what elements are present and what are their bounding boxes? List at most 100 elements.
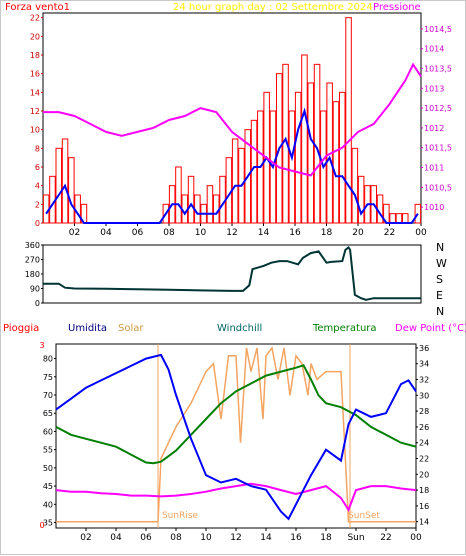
wind-pressure-chart: 024681012141618202210101010,510111011,51… <box>30 12 452 238</box>
solar-label: Solar <box>118 323 144 334</box>
wind-gust-bar <box>357 175 365 224</box>
top-x-axis-tick-label: 14 <box>258 228 270 238</box>
rain-axis-max: 3 <box>39 341 44 350</box>
dew-point-line <box>55 482 417 513</box>
temperature-axis-tick-label: 28 <box>419 407 429 416</box>
compass-label-n-top: N <box>436 241 445 254</box>
bottom-x-axis-tick-label: 06 <box>140 533 152 543</box>
pressure-axis-tick-label: 1014 <box>424 45 444 54</box>
pressure-axis-tick-label: 1010 <box>424 203 444 212</box>
wind-gust-bar <box>307 82 315 224</box>
wind-gust-bar <box>345 17 352 224</box>
wind-gust-bar <box>162 203 170 224</box>
temperature-line <box>55 364 417 465</box>
pressure-axis-tick-label: 1011,5 <box>424 144 452 153</box>
mid-plot-area <box>42 244 422 304</box>
humidity-axis-tick-label: 75 <box>43 373 53 382</box>
humidity-line <box>55 353 417 521</box>
humidity-axis-tick-label: 60 <box>43 427 53 436</box>
bottom-x-axis-tick-label: 04 <box>110 533 122 543</box>
bottom-x-axis-tick-label: 18 <box>320 533 332 543</box>
compass-label-w: W <box>436 257 447 270</box>
temperature-axis-tick-label: 24 <box>419 439 429 448</box>
humidity-temperature-chart: 3540455055606570758014161820222426283032… <box>39 341 429 543</box>
wind-gust-bar <box>61 138 69 224</box>
wind-gust-bar <box>301 54 308 224</box>
humidity-axis-tick-label: 70 <box>43 391 53 400</box>
pressure-label: Pressione <box>373 2 421 13</box>
pressure-line <box>43 62 422 177</box>
humidity-label: Umidita <box>68 323 108 334</box>
humidity-axis-tick-label: 35 <box>43 519 53 528</box>
top-x-axis-tick-label: 02 <box>69 228 80 238</box>
temperature-axis-tick-label: 18 <box>419 486 429 495</box>
bottom-x-axis-tick-label: 14 <box>260 533 272 543</box>
temperature-axis-tick-label: 36 <box>419 344 429 353</box>
wind-gust-bar <box>294 91 302 224</box>
windchill-label: Windchill <box>217 323 263 334</box>
temperature-axis-tick-label: 34 <box>419 360 429 369</box>
wind-direction-line <box>43 245 421 301</box>
top-x-axis-tick-label: 00 <box>415 228 427 238</box>
bottom-x-axis-tick-label: 16 <box>290 533 302 543</box>
wind-axis-tick-label: 14 <box>30 88 40 97</box>
pressure-axis-tick-label: 1013,5 <box>424 64 452 73</box>
top-x-axis-tick-label: 06 <box>132 228 144 238</box>
wind-gust-bar <box>288 110 296 224</box>
top-x-axis-tick-label: 04 <box>100 228 112 238</box>
wind-direction-chart: 0 90 180 270 360 <box>25 241 422 308</box>
pressure-axis-tick-label: 1011 <box>424 164 444 173</box>
top-x-axis-tick-label: 16 <box>289 228 301 238</box>
wind-axis-tick-label: 22 <box>30 14 40 23</box>
wind-gust-bar <box>187 175 195 224</box>
temperature-axis-tick-label: 16 <box>419 502 429 511</box>
wind-gust-bar <box>231 138 239 224</box>
temperature-axis-tick-label: 30 <box>419 391 429 400</box>
wind-axis-tick-label: 18 <box>30 51 40 60</box>
wind-average-line <box>45 107 419 224</box>
direction-axis-tick-label: 270 <box>25 256 40 265</box>
compass-label-n-bottom: N <box>436 305 445 318</box>
wind-axis-tick-label: 0 <box>35 219 40 228</box>
humidity-axis-tick-label: 40 <box>43 500 53 509</box>
pressure-axis-tick-label: 1012,5 <box>424 104 452 113</box>
bottom-x-axis-tick-label: 08 <box>170 533 182 543</box>
humidity-axis-tick-label: 80 <box>43 355 53 364</box>
wind-gust-bar <box>68 157 75 224</box>
rain-axis-min: 0 <box>39 521 44 530</box>
wind-gust-bar <box>269 110 277 224</box>
top-x-axis-tick-label: 20 <box>352 228 364 238</box>
bottom-x-axis-tick-label: Sun <box>347 533 364 543</box>
bottom-x-axis-tick-label: 22 <box>380 533 391 543</box>
wind-gust-bar <box>351 147 359 224</box>
wind-gust-bar <box>275 73 283 224</box>
bottom-x-axis-tick-label: 00 <box>410 533 422 543</box>
wind-force-label: Forza vento1 <box>5 2 70 13</box>
temperature-label: Temperatura <box>313 323 377 334</box>
sunrise-label: SunRise <box>162 511 199 521</box>
compass-label-s: S <box>436 273 443 286</box>
bottom-x-axis-tick-label: 12 <box>230 533 241 543</box>
wind-gust-bar <box>338 91 346 224</box>
wind-axis-tick-label: 8 <box>35 144 40 153</box>
humidity-axis-tick-label: 65 <box>43 409 53 418</box>
direction-axis-tick-label: 360 <box>25 241 40 250</box>
chart-title: 24 hour graph day : 02 Settembre 2024 <box>173 2 373 13</box>
temperature-axis-tick-label: 26 <box>419 423 429 432</box>
wind-axis-tick-label: 16 <box>30 70 40 79</box>
humidity-axis-tick-label: 45 <box>43 482 53 491</box>
pressure-axis-tick-label: 1012 <box>424 124 444 133</box>
wind-axis-tick-label: 12 <box>30 107 40 116</box>
compass-label-e: E <box>436 289 443 302</box>
wind-axis-tick-label: 20 <box>30 32 40 41</box>
top-x-axis-tick-label: 22 <box>384 228 395 238</box>
wind-gust-bar <box>55 147 63 224</box>
wind-gust-bar <box>332 101 340 224</box>
bottom-x-axis-tick-label: 02 <box>80 533 91 543</box>
temperature-axis-tick-label: 22 <box>419 455 429 464</box>
temperature-axis-tick-label: 20 <box>419 470 429 479</box>
top-x-axis-tick-label: 10 <box>195 228 207 238</box>
pressure-axis-tick-label: 1010,5 <box>424 183 452 192</box>
wind-axis-tick-label: 10 <box>30 126 40 135</box>
